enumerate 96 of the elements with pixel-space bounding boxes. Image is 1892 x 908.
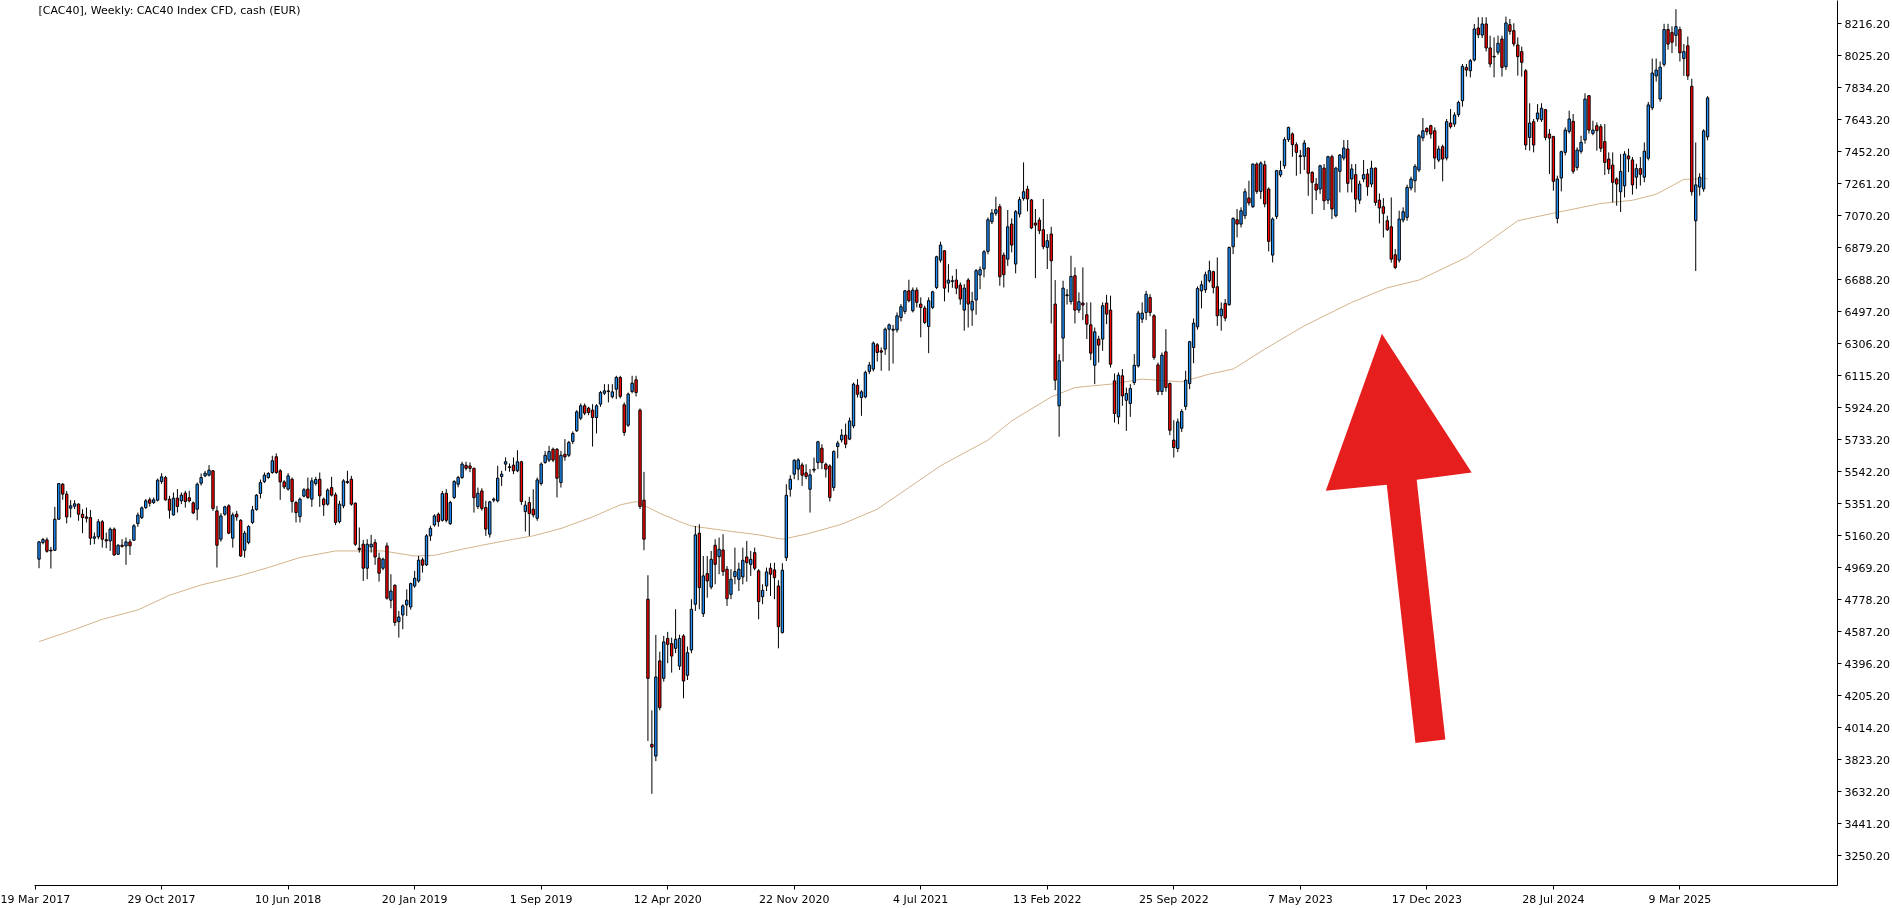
candlestick [1144,290,1148,321]
y-tick-label: 5542.20 [1844,465,1890,479]
candlestick [808,468,812,514]
candlestick [1290,131,1295,158]
candlestick [792,458,796,480]
x-tick-label: 7 May 2023 [1267,892,1333,906]
candlestick [1634,163,1639,190]
x-tick-label: 20 Jan 2019 [381,892,448,906]
candlestick [634,375,638,397]
candlestick [306,477,310,500]
y-tick-label: 4969.20 [1844,561,1890,575]
candlestick [1045,233,1049,270]
y-tick-label: 4778.20 [1844,593,1890,607]
candlestick [527,496,531,537]
candlestick [820,443,824,470]
candlestick [669,637,674,674]
y-tick-label: 7261.20 [1844,177,1890,191]
y-tick-label: 7070.20 [1844,209,1890,223]
candlestick [753,547,757,571]
candlestick [124,537,128,566]
y-tick-label: 8025.20 [1844,49,1890,63]
candlestick [416,555,421,584]
x-tick-label: 22 Nov 2020 [759,892,830,906]
y-tick-label: 7452.20 [1844,145,1890,159]
y-tick-label: 5733.20 [1844,433,1890,447]
x-tick-label: 19 Mar 2017 [0,892,71,906]
candlestick [816,440,820,470]
y-tick-label: 6497.20 [1844,305,1890,319]
x-tick-label: 28 Jul 2024 [1522,892,1585,906]
x-tick-label: 13 Feb 2022 [1013,892,1082,906]
candlestick [1021,161,1026,202]
x-tick-label: 1 Sep 2019 [509,892,573,906]
y-tick-label: 3441.20 [1844,817,1890,831]
candlestick [594,403,599,434]
candlestick [1203,271,1208,294]
candlestick [96,518,101,540]
candlestick [749,550,753,577]
x-tick-label: 10 Jun 2018 [255,892,322,906]
y-tick-label: 6688.20 [1844,273,1890,287]
candlestick [1603,123,1607,176]
candlestick [310,477,314,508]
candlestick [108,526,112,552]
x-tick-label: 12 Apr 2020 [633,892,702,906]
candlestick [800,462,804,487]
candlestick [171,491,176,517]
y-tick-label: 4396.20 [1844,657,1890,671]
candlestick [764,567,769,592]
y-tick-label: 3632.20 [1844,785,1890,799]
y-tick-label: 6879.20 [1844,241,1890,255]
y-tick-label: 5160.20 [1844,529,1890,543]
candlestick [713,538,717,585]
candlestick [962,283,966,332]
candlestick [258,479,263,499]
y-tick-label: 4587.20 [1844,625,1890,639]
candlestick [618,375,622,399]
y-tick-label: 5351.20 [1844,497,1890,511]
x-tick-label: 29 Oct 2017 [127,892,196,906]
x-tick-label: 4 Jul 2021 [893,892,949,906]
y-tick-label: 8216.20 [1844,17,1890,31]
candlestick [270,455,274,475]
candlestick [1041,198,1046,250]
candlestick [37,540,41,569]
candlestick [745,540,749,583]
candlestick [1520,46,1524,78]
candlestick [100,519,104,549]
chart-title: [CAC40], Weekly: CAC40 Index CFD, cash (EUR) [38,3,301,17]
x-tick-label: 9 Mar 2025 [1648,892,1712,906]
candlestick [1595,121,1599,152]
candlestick [1361,159,1366,183]
candlestick [768,562,773,597]
candlestick [1611,151,1615,203]
candlestick [318,472,322,508]
candlestick [772,562,777,600]
candlestick [452,479,456,500]
y-tick-label: 4014.20 [1844,721,1890,735]
y-tick-label: 7834.20 [1844,81,1890,95]
candlestick [1492,36,1496,78]
x-tick-label: 17 Dec 2023 [1391,892,1462,906]
y-tick-label: 6115.20 [1844,369,1890,383]
candlestick [1302,139,1306,171]
candlestick [298,496,302,523]
x-tick-label: 25 Sep 2022 [1138,892,1209,906]
candlestick [365,538,369,580]
y-tick-label: 6306.20 [1844,337,1890,351]
candlestick [717,537,721,575]
candlestick [1365,168,1370,197]
y-tick-label: 4205.20 [1844,689,1890,703]
y-tick-label: 3250.20 [1844,849,1890,863]
candlestick [1531,118,1536,153]
line-series [38,178,1709,643]
y-tick-label: 7643.20 [1844,113,1890,127]
candlestick [887,322,891,372]
y-tick-label: 5924.20 [1844,401,1890,415]
y-tick-label: 3823.20 [1844,753,1890,767]
candlestick [614,375,618,400]
candlestick [966,277,970,329]
